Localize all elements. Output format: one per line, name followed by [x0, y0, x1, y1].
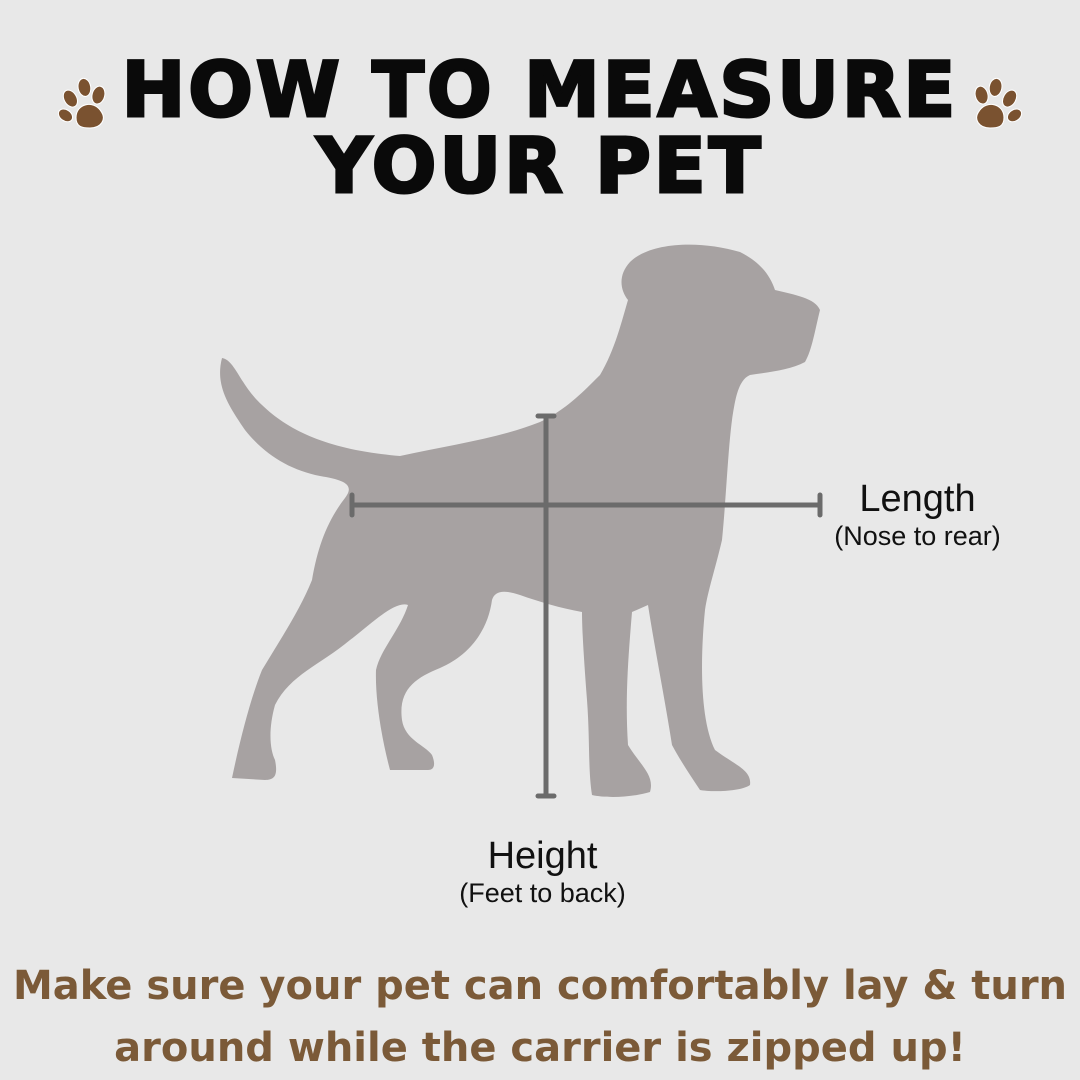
dog-silhouette — [220, 244, 821, 797]
length-detail: (Nose to rear) — [834, 521, 1001, 551]
page-title: HOW TO MEASURE YOUR PET — [0, 45, 1080, 210]
title-line-1: HOW TO MEASURE — [120, 45, 959, 134]
height-detail: (Feet to back) — [459, 878, 626, 908]
height-title: Height — [487, 835, 598, 877]
length-title: Length — [859, 478, 976, 520]
paw-print-icon — [974, 77, 1023, 129]
length-label: Length (Nose to rear) — [820, 478, 1015, 552]
note-line-2: around while the carrier is zipped up! — [114, 1025, 966, 1071]
title-line-2: YOUR PET — [315, 121, 764, 210]
height-measure-line — [535, 413, 557, 799]
carrier-note: Make sure your pet can comfortably lay &… — [0, 955, 1080, 1079]
height-label: Height (Feet to back) — [440, 835, 645, 909]
note-line-1: Make sure your pet can comfortably lay &… — [12, 963, 1068, 1009]
paw-print-icon — [57, 77, 106, 129]
length-measure-line — [349, 492, 823, 518]
